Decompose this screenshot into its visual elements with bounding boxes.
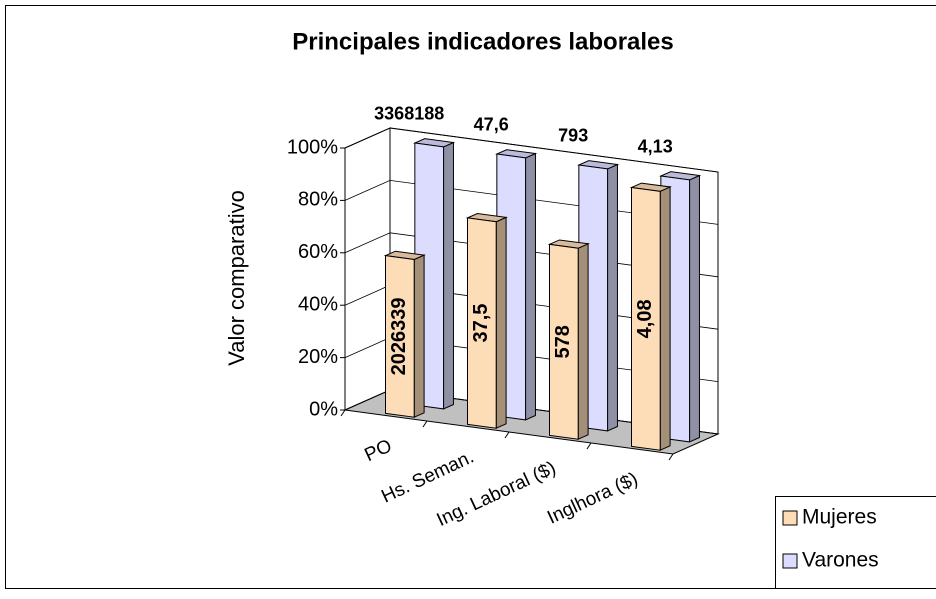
chart-title: Principales indicadores laborales [292, 28, 674, 55]
y-tick-label: 60% [298, 241, 338, 263]
bar [631, 186, 661, 451]
legend-label: Mujeres [802, 506, 877, 529]
data-label: 793 [558, 126, 588, 146]
bar-group [383, 250, 426, 418]
data-label: 4,08 [634, 299, 656, 338]
data-label: 47,6 [474, 115, 509, 135]
x-tick [422, 420, 428, 428]
x-tick [668, 453, 674, 461]
data-label: 2026339 [388, 297, 410, 375]
y-tick-label: 80% [298, 189, 338, 211]
data-label: 578 [552, 325, 574, 358]
legend-box [775, 496, 936, 589]
y-tick-label: 100% [287, 136, 338, 158]
bar-side [495, 216, 507, 429]
y-axis-label: Valor comparativo [224, 190, 249, 366]
legend-swatch [782, 510, 798, 526]
bar-side [525, 152, 536, 421]
bar-side [659, 186, 671, 451]
y-tick-label: 0% [309, 398, 338, 420]
bar-side [689, 174, 700, 443]
bar [467, 217, 497, 429]
y-tick-label: 20% [298, 346, 338, 368]
legend-label: Varones [802, 549, 879, 572]
side-wall [344, 127, 391, 411]
x-tick [586, 442, 592, 450]
bar [385, 255, 415, 418]
bar [549, 243, 579, 440]
legend-swatch [782, 553, 798, 569]
data-label: 3368188 [374, 104, 444, 124]
data-label: 4,13 [638, 137, 673, 157]
bar-group [547, 239, 590, 440]
bar-side [577, 243, 589, 440]
bar-group [629, 182, 672, 451]
bar-side [443, 141, 454, 410]
data-label: 37,5 [470, 304, 492, 343]
x-tick [340, 409, 346, 417]
bar-side [607, 163, 618, 432]
y-tick-label: 40% [298, 293, 338, 315]
bar-side [413, 254, 425, 418]
grid-line [344, 127, 719, 173]
bar-group [465, 212, 508, 429]
x-tick [504, 431, 510, 439]
